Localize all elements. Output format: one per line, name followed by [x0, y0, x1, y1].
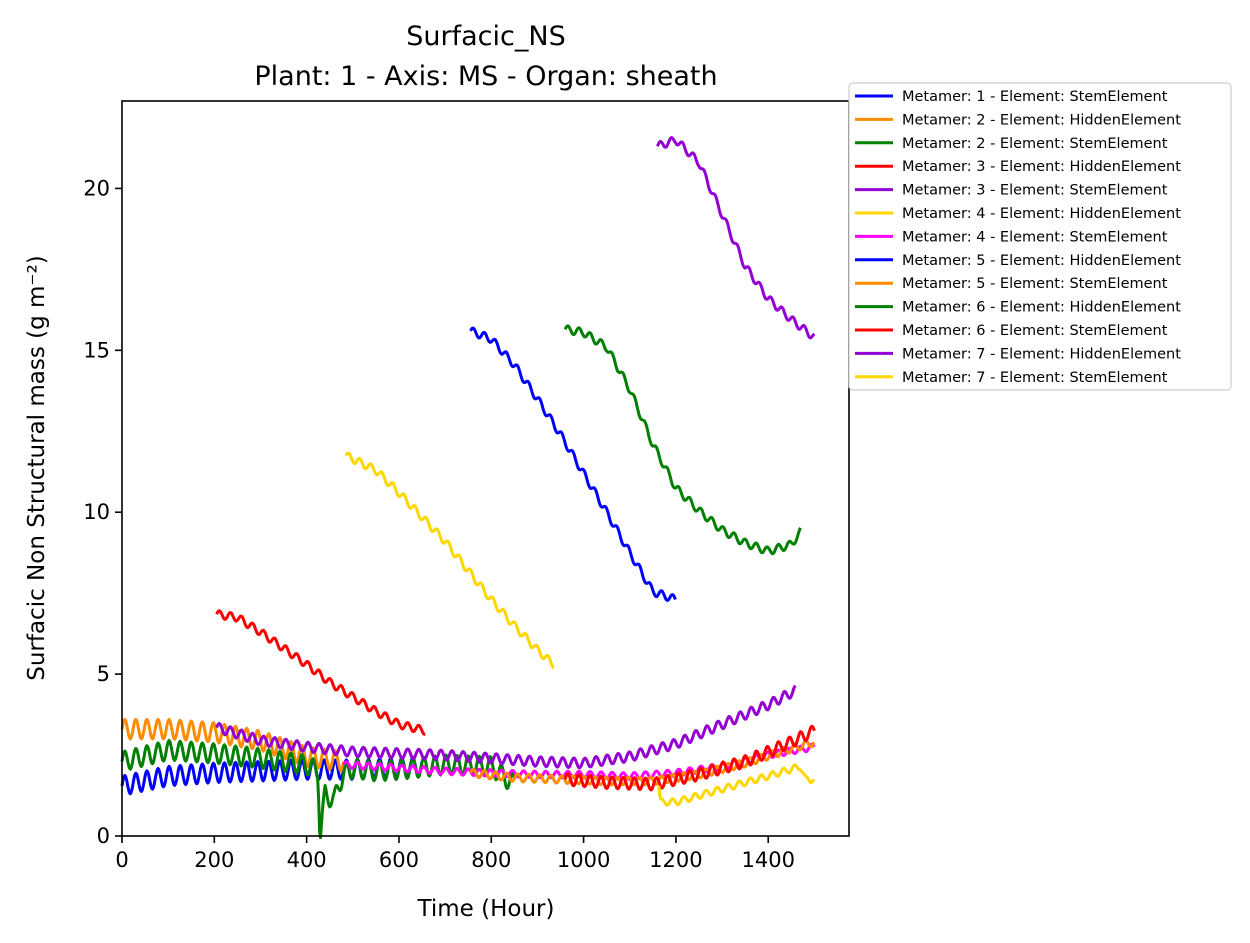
x-axis-label: Time (Hour) — [417, 896, 555, 922]
series-line-13 — [657, 763, 816, 807]
chart-subtitle: Plant: 1 - Axis: MS - Organ: sheath — [254, 61, 717, 92]
series-line-5 — [215, 684, 797, 770]
series-line-10 — [563, 324, 802, 556]
legend-entry-label: Metamer: 6 - Element: StemElement — [902, 323, 1168, 339]
y-tick-label: 0 — [97, 824, 110, 848]
legend-entry-label: Metamer: 6 - Element: HiddenElement — [902, 300, 1181, 316]
y-axis-label: Surfacic Non Structural mass (g m⁻²) — [24, 255, 50, 681]
legend-entry-label: Metamer: 4 - Element: HiddenElement — [902, 206, 1181, 222]
legend-entry-label: Metamer: 3 - Element: StemElement — [902, 183, 1168, 199]
legend-frame — [848, 82, 1232, 391]
y-axis: 0 5 10 15 20 — [83, 176, 122, 848]
legend-entry-label: Metamer: 1 - Element: StemElement — [902, 89, 1168, 105]
legend-entry-label: Metamer: 4 - Element: StemElement — [902, 229, 1168, 245]
x-tick-label: 600 — [379, 848, 419, 872]
y-tick-label: 20 — [83, 176, 110, 200]
x-tick-label: 1000 — [557, 848, 610, 872]
legend-entry-label: Metamer: 5 - Element: HiddenElement — [902, 253, 1181, 269]
legend-entry-label: Metamer: 2 - Element: HiddenElement — [902, 112, 1181, 128]
y-tick-label: 5 — [97, 662, 110, 686]
series-line-11 — [563, 724, 816, 792]
legend-entry-label: Metamer: 2 - Element: StemElement — [902, 136, 1168, 152]
x-tick-label: 800 — [471, 848, 511, 872]
x-axis: 0 200 400 600 800 1000 1200 1400 — [115, 836, 795, 872]
legend-entry-label: Metamer: 7 - Element: HiddenElement — [902, 346, 1181, 362]
series-line-3 — [120, 739, 516, 840]
series-line-6 — [344, 451, 555, 670]
legend: Metamer: 1 - Element: StemElement Metamer… — [848, 82, 1232, 391]
x-tick-label: 0 — [115, 848, 128, 872]
legend-entry-label: Metamer: 3 - Element: HiddenElement — [902, 159, 1181, 175]
series-line-12 — [656, 136, 816, 340]
y-tick-label: 10 — [83, 500, 110, 524]
series-line-8 — [469, 326, 677, 602]
plot-frame — [121, 100, 850, 837]
legend-entry-label: Metamer: 7 - Element: StemElement — [902, 370, 1168, 386]
x-tick-label: 1200 — [649, 848, 702, 872]
legend-entry-label: Metamer: 5 - Element: StemElement — [902, 276, 1168, 292]
series-layer — [120, 136, 816, 840]
series-line-4 — [215, 609, 426, 736]
x-tick-label: 400 — [287, 848, 327, 872]
x-tick-label: 1400 — [741, 848, 794, 872]
y-tick-label: 15 — [83, 338, 110, 362]
chart-title: Surfacic_NS — [406, 21, 565, 52]
x-tick-label: 200 — [194, 848, 234, 872]
